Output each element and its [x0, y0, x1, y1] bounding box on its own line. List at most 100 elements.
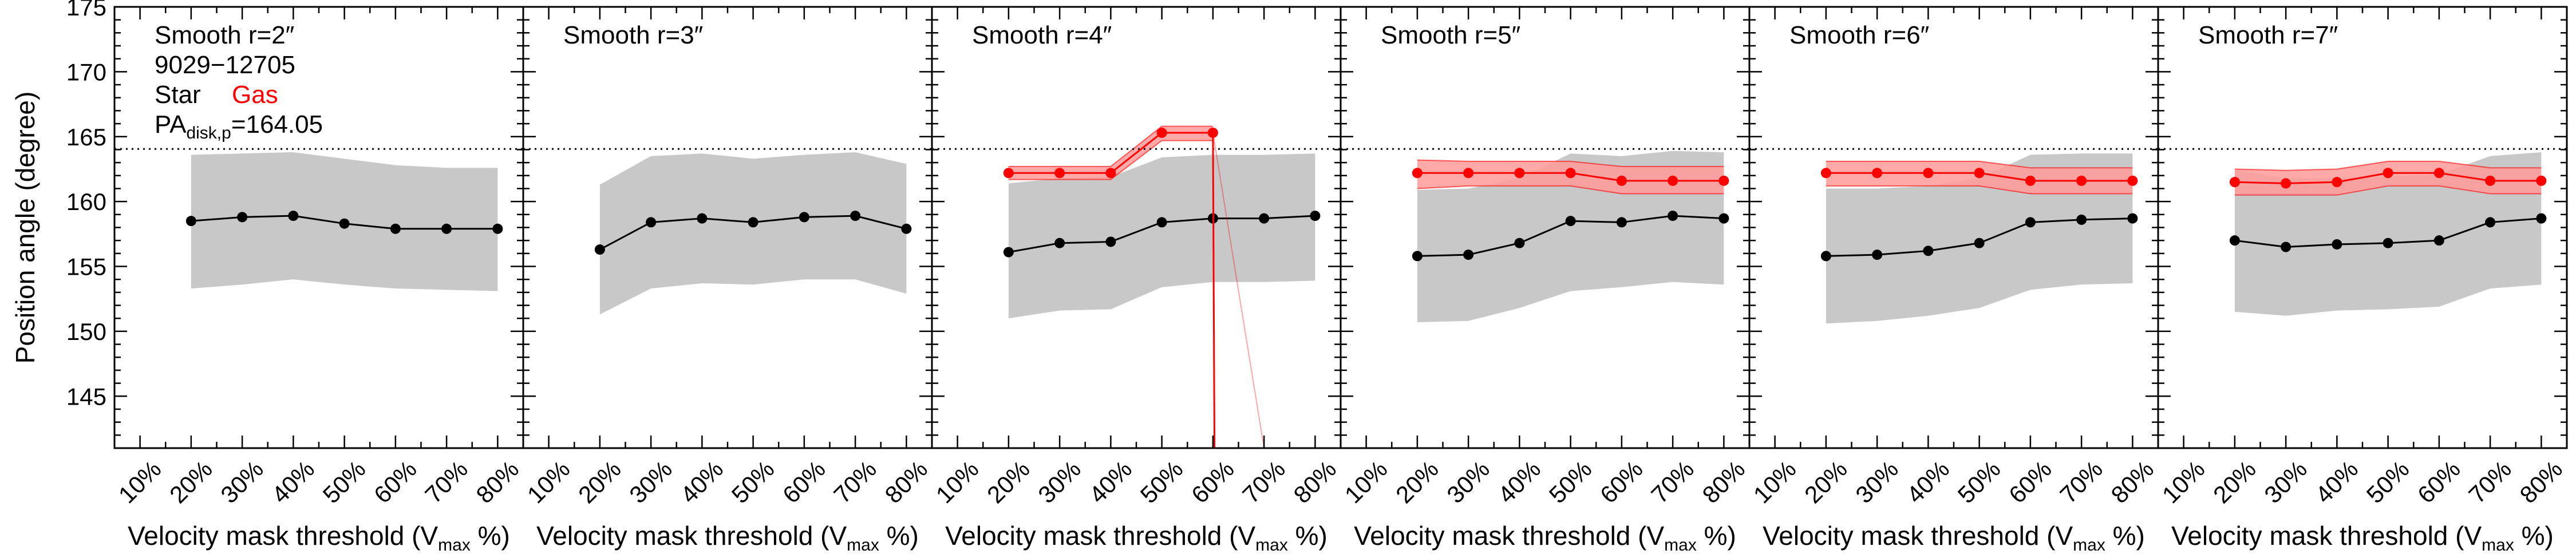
star-data-point: [1003, 247, 1014, 258]
gas-data-point: [1054, 168, 1065, 179]
x-tick-label: 60%: [369, 456, 422, 509]
x-tick-label: 80%: [2515, 456, 2568, 509]
star-data-point: [339, 218, 350, 229]
gas-band-lower-edge: [1417, 185, 1724, 195]
plot-area: [2158, 148, 2567, 316]
x-tick-label: 20%: [573, 456, 626, 509]
gas-data-point: [2332, 177, 2342, 188]
gas-data-point: [1616, 175, 1627, 186]
x-tick-label: 10%: [1748, 456, 1801, 509]
panel-title: Smooth r=4″: [972, 21, 1112, 49]
star-data-point: [901, 223, 912, 234]
gas-data-point: [2383, 168, 2393, 179]
x-axis-label: Velocity mask threshold (Vmax %): [128, 521, 510, 555]
star-data-point: [1718, 213, 1729, 224]
x-tick-label: 80%: [2106, 456, 2159, 509]
gas-data-point: [2485, 175, 2496, 186]
star-data-point: [748, 217, 758, 228]
x-tick-label: 60%: [1186, 456, 1239, 509]
gas-data-point: [2025, 175, 2036, 186]
star-data-point: [1105, 236, 1116, 247]
star-data-point: [646, 217, 657, 228]
gas-data-point: [1514, 168, 1525, 179]
star-data-point: [799, 212, 809, 223]
star-data-point: [1565, 216, 1576, 227]
x-tick-label: 70%: [2055, 456, 2108, 509]
gas-data-point: [1820, 168, 1831, 179]
star-data-point: [185, 216, 196, 227]
gas-data-point: [1718, 175, 1729, 186]
plot-area: [114, 148, 523, 291]
star-data-point: [850, 211, 861, 221]
x-tick-label: 80%: [471, 456, 524, 509]
gas-data-point: [1463, 168, 1474, 179]
plot-area: [1749, 148, 2158, 324]
x-tick-label: 30%: [1033, 456, 1086, 509]
legend-gas: Gas: [232, 81, 278, 109]
x-tick-label: 70%: [1237, 456, 1290, 509]
x-tick-label: 20%: [982, 456, 1035, 509]
gas-band-upper-edge: [2234, 160, 2542, 171]
star-data-point: [237, 212, 248, 223]
star-data-point: [1872, 250, 1883, 260]
panel-smooth-7: 10%20%30%40%50%60%70%80% Velocity mask th…: [2157, 6, 2568, 555]
star-data-point: [2383, 238, 2393, 248]
star-data-point: [1820, 251, 1831, 262]
y-tick-label: 160: [66, 188, 106, 215]
x-tick-label: 10%: [931, 456, 984, 509]
gas-data-point: [1974, 168, 1985, 179]
star-data-point: [2332, 239, 2342, 250]
star-data-point: [2433, 235, 2444, 246]
x-axis-label: Velocity mask threshold (Vmax %): [536, 521, 919, 555]
panel-smooth-6: 10%20%30%40%50%60%70%80% Velocity mask th…: [1748, 6, 2159, 555]
x-tick-label: 30%: [1850, 456, 1903, 509]
x-tick-label: 50%: [1135, 456, 1188, 509]
plate-ifu-label: 9029−12705: [155, 51, 295, 79]
x-tick-label: 10%: [522, 456, 575, 509]
star-data-point: [288, 211, 299, 221]
gas-data-point: [2433, 168, 2444, 179]
x-tick-label: 20%: [1799, 456, 1852, 509]
gas-data-point: [1923, 168, 1934, 179]
star-data-point: [492, 223, 503, 234]
gas-data-point: [1156, 127, 1167, 138]
star-uncertainty-band: [599, 152, 907, 315]
x-tick-label: 80%: [1697, 456, 1751, 509]
star-data-point: [2485, 217, 2496, 228]
star-data-point: [441, 223, 452, 234]
panel-title: Smooth r=6″: [1789, 21, 1929, 49]
x-tick-label: 70%: [420, 456, 473, 509]
gas-data-point: [1872, 168, 1883, 179]
x-tick-label: 80%: [1289, 456, 1342, 509]
x-tick-label: 70%: [2463, 456, 2516, 509]
star-data-point: [2025, 217, 2036, 228]
x-tick-label: 80%: [880, 456, 933, 509]
x-tick-label: 50%: [726, 456, 780, 509]
gas-data-point: [1668, 175, 1678, 186]
plot-area: [932, 125, 1341, 448]
gas-band-upper-edge: [1417, 159, 1724, 167]
star-data-point: [2281, 242, 2291, 252]
star-data-point: [2076, 214, 2087, 225]
legend-star: Star: [155, 81, 201, 109]
x-tick-label: 50%: [2361, 456, 2415, 509]
x-tick-label: 60%: [2412, 456, 2466, 509]
disk-pa-label: PAdisk,p=164.05: [155, 110, 323, 143]
star-data-point: [1514, 238, 1525, 248]
gas-data-point: [2281, 178, 2291, 189]
x-tick-label: 40%: [1902, 456, 1955, 509]
y-tick-label: 175: [66, 0, 106, 21]
x-tick-label: 70%: [1646, 456, 1699, 509]
star-data-point: [1054, 238, 1065, 248]
gas-band-upper-edge: [1826, 160, 2133, 169]
star-data-point: [697, 213, 708, 224]
star-data-point: [1616, 217, 1627, 228]
gas-data-point: [2229, 177, 2240, 188]
star-data-point: [1412, 251, 1423, 262]
star-data-point: [1463, 250, 1474, 260]
gas-band-lower-edge: [1826, 185, 2133, 195]
star-data-point: [1923, 246, 1934, 256]
gas-faint-drop-line: [1212, 132, 1265, 448]
star-data-point: [1259, 213, 1270, 224]
x-tick-label: 30%: [1441, 456, 1495, 509]
